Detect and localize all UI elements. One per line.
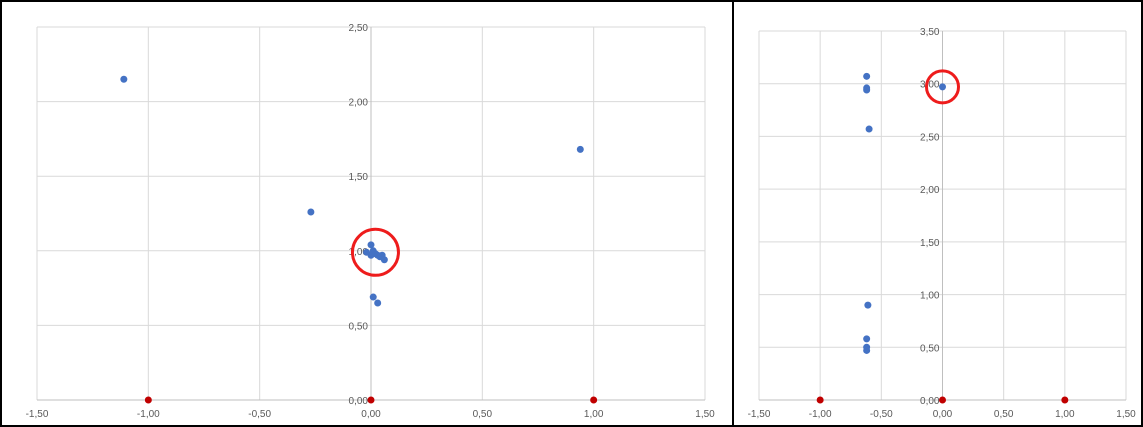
x-tick-label: 1,00 — [1055, 409, 1075, 420]
reference-point — [939, 396, 946, 404]
y-tick-label: 2,00 — [349, 98, 369, 109]
right-chart-panel: -1,50 -1,00 -0,50 0,00 0,50 1,00 1,50 0,00 0,50 1… — [732, 0, 1143, 427]
highlight-circle — [350, 227, 400, 277]
data-point — [863, 335, 871, 343]
data-point — [367, 241, 375, 249]
data-point — [307, 208, 315, 216]
x-tick-label: 0,50 — [473, 409, 493, 420]
highlight-circle — [925, 69, 960, 105]
y-tick-label: 2,50 — [349, 23, 369, 34]
x-tick-label: -1,00 — [809, 409, 832, 420]
reference-point — [367, 396, 375, 404]
data-point — [374, 299, 382, 307]
x-tick-label: 0,00 — [933, 409, 953, 420]
y-tick-label: 0,50 — [349, 321, 369, 332]
x-tick-label: -1,00 — [137, 409, 160, 420]
data-point — [369, 293, 377, 301]
x-tick-label: 1,50 — [695, 409, 715, 420]
data-point — [939, 83, 946, 91]
left-scatter-chart: -1,50 -1,00 -0,50 0,00 0,50 1,00 1,50 0,00 0,50 1… — [26, 23, 716, 420]
x-tick-label: 1,00 — [584, 409, 604, 420]
reference-point — [144, 396, 152, 404]
y-tick-label: 0,00 — [349, 396, 369, 407]
y-tick-label: 2,00 — [920, 185, 940, 196]
x-tick-label: 1,50 — [1116, 409, 1136, 420]
reference-point — [816, 396, 824, 404]
reference-point — [1061, 396, 1069, 404]
x-tick-label: -1,50 — [748, 409, 771, 420]
x-tick-label: -0,50 — [870, 409, 893, 420]
y-tick-label: 1,00 — [349, 247, 369, 258]
data-point — [865, 125, 873, 133]
x-tick-label: -1,50 — [26, 409, 49, 420]
data-point — [863, 72, 871, 80]
data-point — [576, 145, 584, 153]
y-tick-label: 1,50 — [920, 238, 940, 249]
data-point — [380, 256, 388, 264]
y-tick-label: 3,50 — [920, 27, 940, 38]
x-tick-label: 0,50 — [994, 409, 1014, 420]
y-tick-label: 0,00 — [920, 396, 940, 407]
left-chart-panel: -1,50 -1,00 -0,50 0,00 0,50 1,00 1,50 0,00 0,50 1… — [25, 23, 716, 420]
data-point — [863, 346, 871, 354]
x-tick-label: 0,00 — [361, 409, 381, 420]
y-tick-label: 3,00 — [920, 80, 940, 91]
data-point — [120, 75, 128, 83]
x-tick-label: -0,50 — [248, 409, 271, 420]
right-scatter-chart: -1,50 -1,00 -0,50 0,00 0,50 1,00 1,50 0,00 0,50 1… — [748, 27, 1137, 420]
y-tick-label: 1,00 — [920, 291, 940, 302]
y-tick-label: 2,50 — [920, 132, 940, 143]
y-tick-label: 0,50 — [920, 343, 940, 354]
data-point — [863, 86, 871, 94]
y-tick-label: 1,50 — [349, 172, 369, 183]
reference-point — [590, 396, 598, 404]
data-point — [864, 301, 872, 309]
